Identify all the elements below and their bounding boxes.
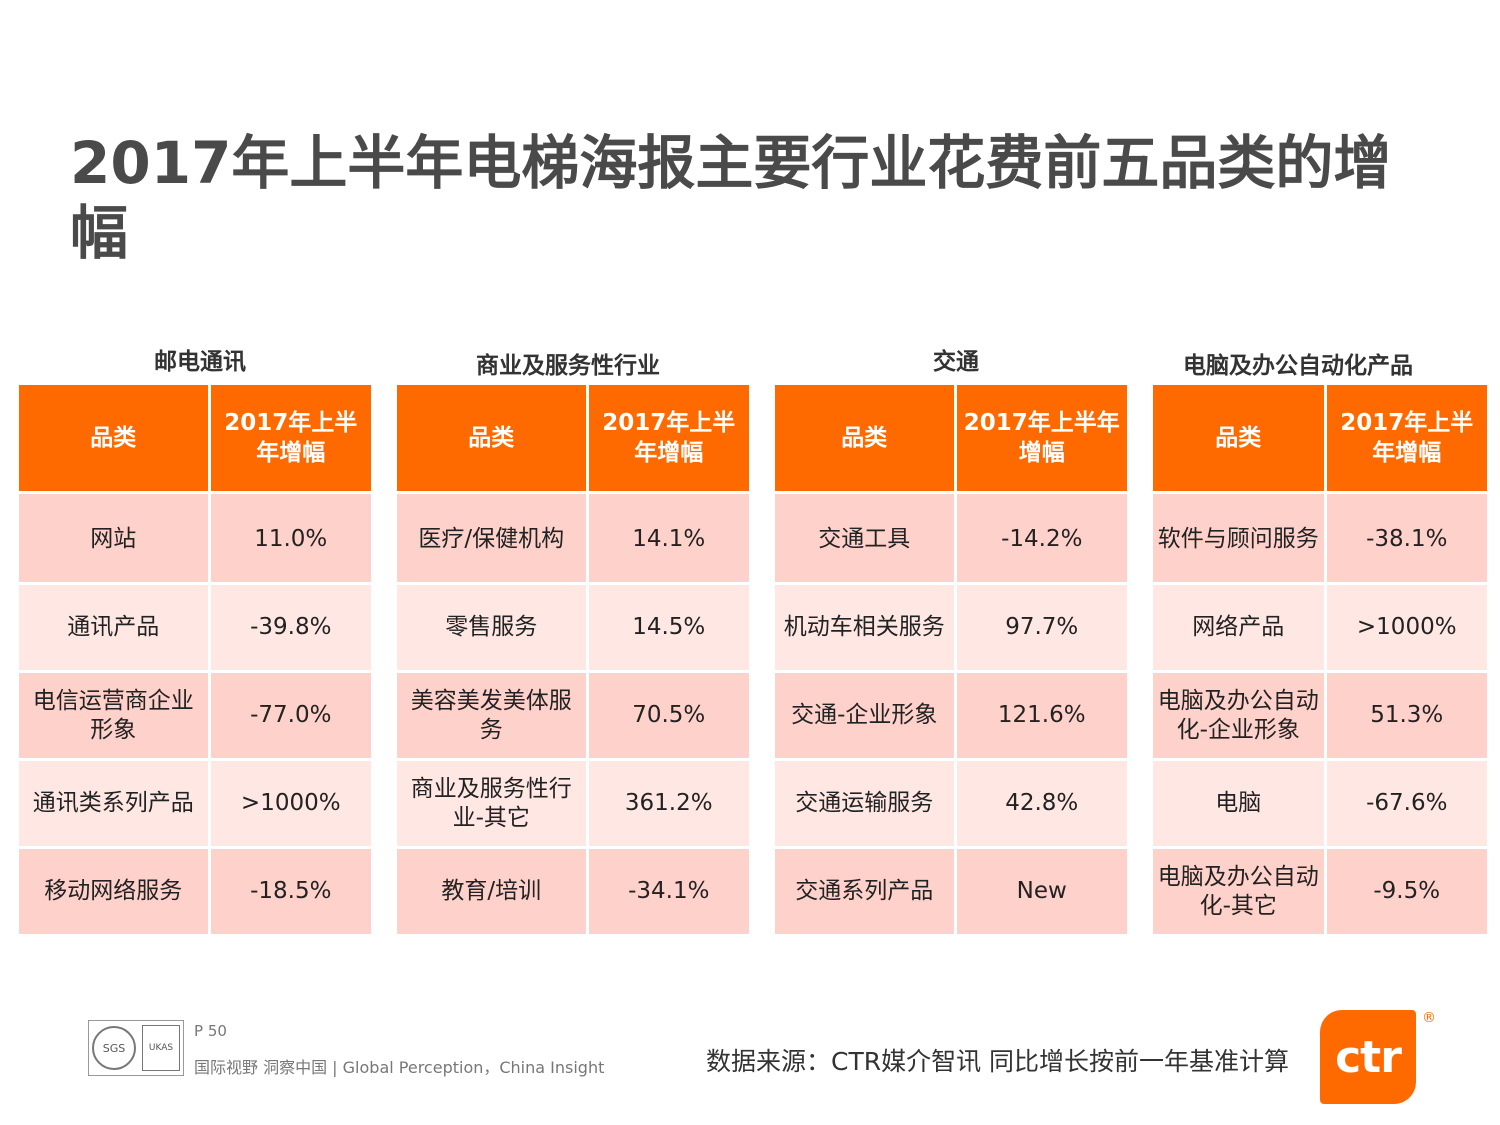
category-cell: 移动网络服务 xyxy=(19,849,208,934)
ukas-icon: UKAS xyxy=(142,1025,180,1071)
growth-cell: -67.6% xyxy=(1326,761,1487,846)
growth-cell: New xyxy=(956,849,1127,934)
growth-cell: -9.5% xyxy=(1326,849,1487,934)
category-cell: 机动车相关服务 xyxy=(775,585,954,670)
growth-cell: 51.3% xyxy=(1326,673,1487,758)
table-computer: 品类 2017年上半年增幅 软件与顾问服务 -38.1% 网络产品 >1000% 电脑… xyxy=(1150,382,1490,937)
category-cell: 教育/培训 xyxy=(397,849,586,934)
category-cell: 通讯产品 xyxy=(19,585,208,670)
category-cell: 医疗/保健机构 xyxy=(397,494,586,582)
category-cell: 商业及服务性行业-其它 xyxy=(397,761,586,846)
category-cell: 交通-企业形象 xyxy=(775,673,954,758)
ctr-logo: ctr xyxy=(1320,1010,1416,1104)
growth-cell: 121.6% xyxy=(956,673,1127,758)
page-number: P 50 xyxy=(194,1022,227,1040)
category-cell: 电信运营商企业形象 xyxy=(19,673,208,758)
category-cell: 电脑及办公自动化-企业形象 xyxy=(1153,673,1324,758)
header-category: 品类 xyxy=(1153,385,1324,491)
category-cell: 零售服务 xyxy=(397,585,586,670)
page-title: 2017年上半年电梯海报主要行业花费前五品类的增幅 xyxy=(70,129,1392,267)
growth-cell: 361.2% xyxy=(588,761,749,846)
header-growth: 2017年上半年增幅 xyxy=(210,385,371,491)
category-cell: 软件与顾问服务 xyxy=(1153,494,1324,582)
certification-logo: SGS UKAS xyxy=(88,1020,184,1076)
category-cell: 电脑 xyxy=(1153,761,1324,846)
tagline: 国际视野 洞察中国 | Global Perception，China Insi… xyxy=(194,1058,605,1077)
growth-cell: -14.2% xyxy=(956,494,1127,582)
category-cell: 交通工具 xyxy=(775,494,954,582)
category-cell: 电脑及办公自动化-其它 xyxy=(1153,849,1324,934)
header-growth: 2017年上半年增幅 xyxy=(956,385,1127,491)
data-source: 数据来源：CTR媒介智讯 同比增长按前一年基准计算 xyxy=(706,1047,1290,1076)
header-growth: 2017年上半年增幅 xyxy=(588,385,749,491)
growth-cell: 70.5% xyxy=(588,673,749,758)
table-telecom: 品类 2017年上半年增幅 网站 11.0% 通讯产品 -39.8% 电信运营商企业形… xyxy=(16,382,374,937)
category-cell: 网络产品 xyxy=(1153,585,1324,670)
section-title-transport: 交通 xyxy=(933,349,979,375)
header-category: 品类 xyxy=(397,385,586,491)
section-title-commercial: 商业及服务性行业 xyxy=(476,353,660,379)
table-transport: 品类 2017年上半年增幅 交通工具 -14.2% 机动车相关服务 97.7% 交通-… xyxy=(772,382,1130,937)
category-cell: 网站 xyxy=(19,494,208,582)
growth-cell: >1000% xyxy=(210,761,371,846)
table-commercial: 品类 2017年上半年增幅 医疗/保健机构 14.1% 零售服务 14.5% 美容美发… xyxy=(394,382,752,937)
category-cell: 交通运输服务 xyxy=(775,761,954,846)
growth-cell: -39.8% xyxy=(210,585,371,670)
header-growth: 2017年上半年增幅 xyxy=(1326,385,1487,491)
growth-cell: -34.1% xyxy=(588,849,749,934)
growth-cell: 14.1% xyxy=(588,494,749,582)
header-category: 品类 xyxy=(19,385,208,491)
growth-cell: 97.7% xyxy=(956,585,1127,670)
category-cell: 交通系列产品 xyxy=(775,849,954,934)
category-cell: 通讯类系列产品 xyxy=(19,761,208,846)
header-category: 品类 xyxy=(775,385,954,491)
growth-cell: 42.8% xyxy=(956,761,1127,846)
growth-cell: -18.5% xyxy=(210,849,371,934)
registered-mark-icon: ® xyxy=(1422,1010,1436,1026)
growth-cell: 11.0% xyxy=(210,494,371,582)
growth-cell: -77.0% xyxy=(210,673,371,758)
growth-cell: >1000% xyxy=(1326,585,1487,670)
section-title-telecom: 邮电通讯 xyxy=(154,349,246,375)
section-title-computer: 电脑及办公自动化产品 xyxy=(1183,353,1413,379)
growth-cell: 14.5% xyxy=(588,585,749,670)
growth-cell: -38.1% xyxy=(1326,494,1487,582)
category-cell: 美容美发美体服务 xyxy=(397,673,586,758)
sgs-seal-icon: SGS xyxy=(92,1026,136,1070)
